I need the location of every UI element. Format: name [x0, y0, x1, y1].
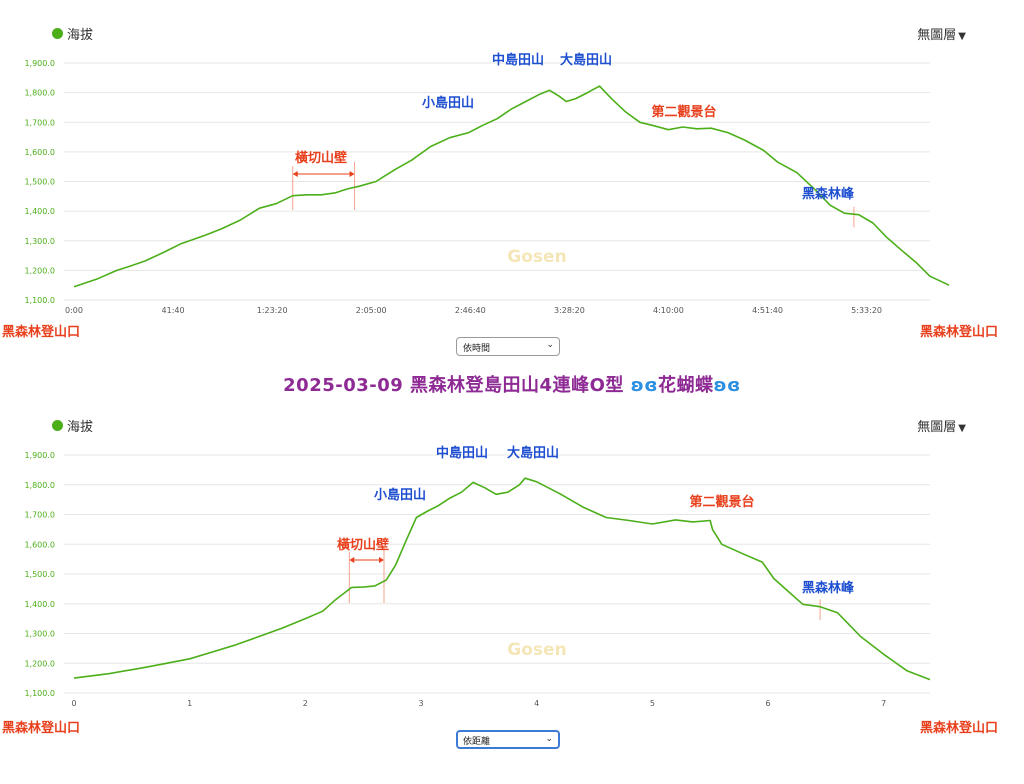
layer-menu-2[interactable]: 無圖層 ▼ — [917, 416, 966, 435]
peak-annotation: 大島田山 — [507, 445, 559, 461]
y-tick-label: 1,300.0 — [24, 630, 55, 639]
x-tick-label: 4:51:40 — [752, 306, 783, 315]
arrow-right-icon — [379, 557, 385, 563]
chevron-down-icon: ▼ — [958, 423, 966, 434]
peak-annotation: 中島田山 — [492, 52, 544, 68]
x-tick-label: 3 — [418, 699, 423, 708]
watermark: Gosen — [507, 640, 566, 660]
x-axis-selector-value: 依時間 — [463, 344, 491, 354]
y-tick-label: 1,100.0 — [24, 689, 55, 698]
x-tick-label: 0:00 — [65, 306, 83, 315]
y-tick-label: 1,400.0 — [24, 207, 55, 216]
x-tick-label: 1:23:20 — [257, 306, 288, 315]
layer-menu-1[interactable]: 無圖層 ▼ — [917, 24, 966, 43]
y-tick-label: 1,700.0 — [24, 118, 55, 127]
elevation-line — [73, 85, 950, 288]
y-tick-label: 1,200.0 — [24, 659, 55, 668]
x-tick-label: 5:33:20 — [851, 306, 882, 315]
y-tick-label: 1,600.0 — [24, 148, 55, 157]
y-tick-label: 1,700.0 — [24, 511, 55, 520]
peak-annotation: 小島田山 — [422, 95, 474, 111]
watermark: Gosen — [507, 247, 566, 267]
peak-annotation: 中島田山 — [436, 445, 488, 461]
legend-label: 海拔 — [67, 420, 94, 435]
x-tick-label: 2:46:40 — [455, 306, 486, 315]
y-tick-label: 1,300.0 — [24, 237, 55, 246]
peak-annotation: 第二觀景台 — [651, 104, 716, 120]
chevron-down-icon: ⌄ — [546, 340, 554, 350]
x-tick-label: 4:10:00 — [653, 306, 684, 315]
x-tick-label: 0 — [71, 699, 76, 708]
chevron-down-icon: ▼ — [958, 31, 966, 42]
x-tick-label: 6 — [766, 699, 771, 708]
y-tick-label: 1,500.0 — [24, 178, 55, 187]
elevation-chart-distance: 1,100.0 1,200.0 1,300.0 1,400.0 1,500.0 1,600… — [24, 445, 931, 708]
x-tick-label: 2 — [303, 699, 308, 708]
x-axis-selector-time[interactable]: 依時間 ⌄ — [456, 337, 560, 356]
x-axis-selector-distance[interactable]: 依距離 ⌄ — [456, 730, 560, 749]
y-tick-label: 1,100.0 — [24, 296, 55, 305]
peak-annotation: 黑森林峰 — [802, 186, 855, 202]
butterfly-icon: ʚɞ — [713, 375, 741, 396]
section-label: 橫切山壁 — [337, 537, 389, 553]
x-tick-label: 1 — [187, 699, 192, 708]
x-tick-label: 3:28:20 — [554, 306, 585, 315]
elevation-line — [73, 477, 931, 681]
title-text: 2025-03-09 黑森林登島田山4連峰O型 — [283, 375, 624, 396]
y-tick-label: 1,900.0 — [24, 451, 55, 460]
legend-elevation-2[interactable]: 海拔 — [52, 416, 93, 435]
y-tick-label: 1,400.0 — [24, 600, 55, 609]
y-tick-label: 1,200.0 — [24, 266, 55, 275]
start-label-1: 黑森林登山口 — [2, 325, 81, 340]
section-label: 橫切山壁 — [295, 150, 347, 166]
chevron-down-icon: ⌄ — [545, 734, 553, 744]
y-tick-label: 1,800.0 — [24, 89, 55, 98]
end-label-1: 黑森林登山口 — [919, 325, 998, 340]
y-tick-label: 1,500.0 — [24, 570, 55, 579]
y-tick-label: 1,600.0 — [24, 540, 55, 549]
arrow-right-icon — [349, 171, 355, 177]
legend-dot — [52, 420, 63, 431]
x-axis-selector-value: 依距離 — [463, 737, 491, 747]
x-tick-label: 2:05:00 — [356, 306, 387, 315]
end-label-2: 黑森林登山口 — [919, 721, 998, 736]
layer-menu-label: 無圖層 — [917, 420, 957, 435]
peak-annotation: 黑森林峰 — [802, 580, 855, 596]
x-tick-label: 5 — [650, 699, 655, 708]
x-tick-label: 7 — [881, 699, 886, 708]
legend-dot — [52, 28, 63, 39]
legend-label: 海拔 — [67, 28, 94, 43]
title-suffix: 花蝴蝶 — [658, 375, 714, 396]
elevation-chart-time: 1,100.0 1,200.0 1,300.0 1,400.0 1,500.0 1,600… — [24, 52, 950, 315]
peak-annotation: 大島田山 — [560, 52, 612, 68]
butterfly-icon: ʚɞ — [630, 375, 658, 396]
peak-annotation: 小島田山 — [374, 487, 426, 503]
x-tick-label: 4 — [534, 699, 539, 708]
y-tick-label: 1,800.0 — [24, 481, 55, 490]
page-title: 2025-03-09 黑森林登島田山4連峰O型 ʚɞ花蝴蝶ʚɞ — [0, 371, 1024, 397]
arrow-left-icon — [349, 557, 355, 563]
start-label-2: 黑森林登山口 — [2, 721, 81, 736]
legend-elevation-1[interactable]: 海拔 — [52, 24, 93, 43]
x-tick-label: 41:40 — [162, 306, 185, 315]
peak-annotation: 第二觀景台 — [689, 494, 754, 510]
arrow-left-icon — [292, 171, 298, 177]
layer-menu-label: 無圖層 — [917, 28, 957, 43]
y-tick-label: 1,900.0 — [24, 59, 55, 68]
